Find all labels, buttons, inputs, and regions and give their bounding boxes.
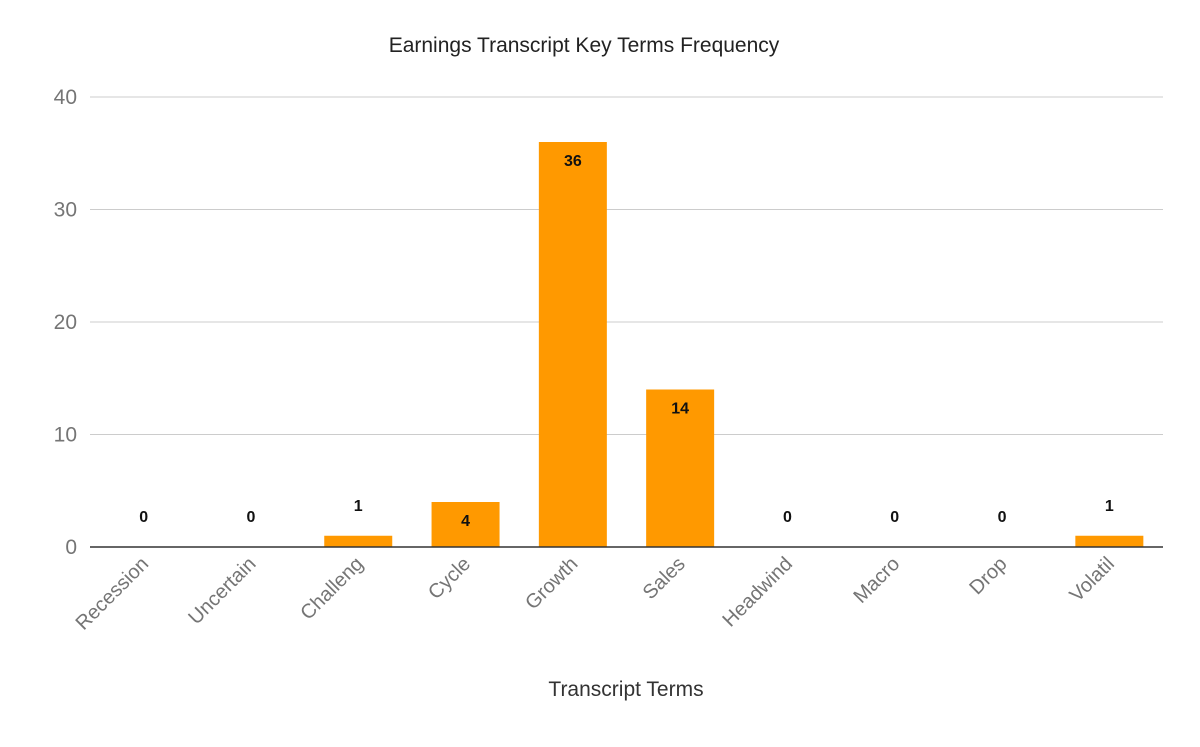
y-tick-label: 10 (54, 424, 77, 447)
bar (538, 142, 607, 547)
data-label: 36 (564, 153, 582, 170)
x-axis-title: Transcript Terms (548, 678, 704, 701)
data-label: 14 (671, 401, 689, 418)
data-label: 4 (461, 513, 470, 530)
x-tick-label: Uncertain (184, 553, 260, 629)
bar (324, 535, 393, 547)
data-label: 0 (783, 509, 792, 526)
data-label: 1 (1105, 498, 1114, 515)
x-tick-label: Drop (965, 553, 1011, 599)
x-tick-label: Sales (639, 553, 690, 604)
data-label: 0 (139, 509, 148, 526)
y-tick-label: 20 (54, 311, 77, 334)
x-tick-label: Headwind (719, 553, 797, 631)
y-tick-label: 0 (65, 536, 77, 559)
data-label: 0 (998, 509, 1007, 526)
x-tick-label: Macro (849, 553, 904, 608)
bar (1075, 535, 1144, 547)
x-tick-label: Volatil (1066, 553, 1119, 606)
x-tick-label: Growth (521, 553, 582, 614)
x-tick-label: Challeng (296, 553, 367, 624)
data-label: 1 (354, 498, 363, 515)
chart-title: Earnings Transcript Key Terms Frequency (388, 34, 780, 57)
data-label: 0 (246, 509, 255, 526)
bar (646, 389, 715, 547)
y-tick-label: 40 (54, 86, 77, 109)
x-tick-label: Recession (72, 553, 154, 635)
data-label: 0 (890, 509, 899, 526)
bar (431, 502, 500, 547)
x-tick-label: Cycle (424, 553, 475, 604)
y-tick-label: 30 (54, 199, 77, 222)
